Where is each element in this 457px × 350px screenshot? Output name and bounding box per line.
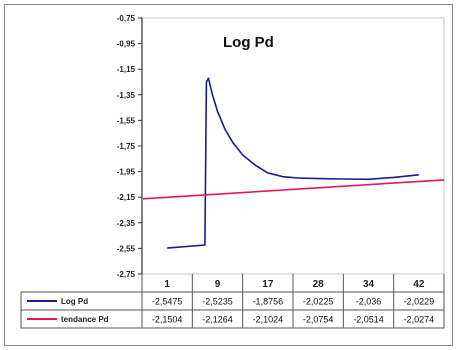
series-lines — [142, 77, 445, 249]
table-cell: -2,0754 — [303, 315, 334, 325]
table-cell: -2,1504 — [152, 315, 183, 325]
series-line-0 — [167, 77, 419, 249]
x-category-label: 42 — [413, 279, 425, 290]
table-cell: -2,1024 — [253, 315, 284, 325]
y-tick-label: -1,55 — [117, 116, 136, 125]
table-cell: -2,5235 — [202, 297, 233, 307]
x-category-label: 34 — [363, 279, 375, 290]
chart-title: Log Pd — [223, 34, 274, 51]
table-cell: -2,0229 — [404, 297, 435, 307]
x-category-label: 1 — [164, 279, 170, 290]
table-cell: -2,0225 — [303, 297, 334, 307]
y-tick-label: -2,75 — [117, 270, 136, 279]
plot-area — [141, 17, 445, 275]
y-tick-label: -2,15 — [117, 193, 136, 202]
table-cell: -2,036 — [356, 297, 382, 307]
x-category-label: 28 — [313, 279, 325, 290]
chart-frame: -0,75 -0,95 -1,15 -1,35 -1,55 -1,75 -1,95 -2,15… — [4, 4, 453, 346]
table-cell: -2,0274 — [404, 315, 435, 325]
table-cell: -2,0514 — [353, 315, 384, 325]
y-tick-label: -0,75 — [117, 14, 136, 23]
table-row-border — [20, 309, 445, 329]
y-tick-label: -1,75 — [117, 142, 136, 151]
x-category-label: 9 — [215, 279, 221, 290]
y-tick-label: -2,35 — [117, 219, 136, 228]
y-tick-label: -1,15 — [117, 65, 136, 74]
y-tick-label: -1,95 — [117, 168, 136, 177]
legend-label: tendance Pd — [61, 315, 109, 324]
table-cell: -2,1264 — [202, 315, 233, 325]
y-tick-label: -1,35 — [117, 91, 136, 100]
chart-svg: -0,75 -0,95 -1,15 -1,35 -1,55 -1,75 -1,95 -2,15… — [20, 14, 445, 329]
y-tick-label: -0,95 — [117, 40, 136, 49]
legend-label: Log Pd — [61, 297, 88, 306]
x-category-label: 17 — [262, 279, 274, 290]
y-tick-label: -2,55 — [117, 244, 136, 253]
y-axis-ticks: -0,75 -0,95 -1,15 -1,35 -1,55 -1,75 -1,95 -2,15… — [117, 14, 142, 279]
table-cell: -1,8756 — [253, 297, 284, 307]
table-cell: -2,5475 — [152, 297, 183, 307]
series-line-1 — [142, 179, 445, 200]
data-table: 1 9 17 28 34 42 Log Pd -2,5475 -2,5235 -1,8756 -2,… — [20, 274, 445, 329]
